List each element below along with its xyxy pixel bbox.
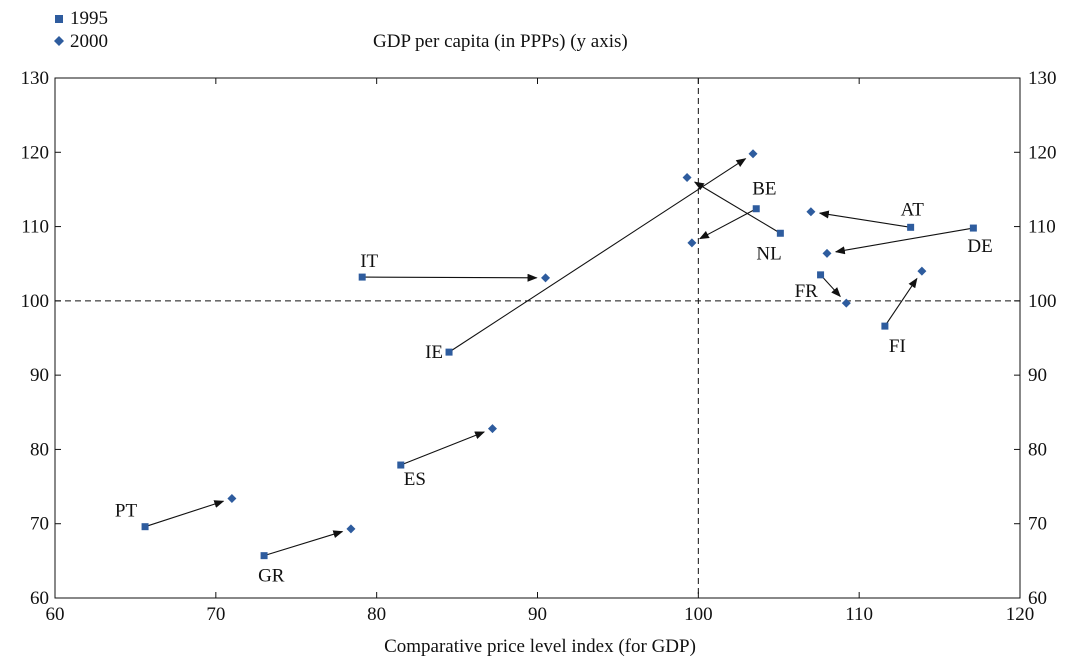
point-2000-fr <box>841 298 851 308</box>
y-tick-label-right: 100 <box>1028 291 1057 312</box>
arrow-fr <box>820 274 841 298</box>
arrow-gr <box>263 530 344 557</box>
country-label-es: ES <box>404 469 426 490</box>
point-1995-gr <box>260 552 268 560</box>
x-tick-label: 80 <box>367 604 386 625</box>
y-tick-label-right: 110 <box>1028 217 1056 238</box>
y-tick-label-left: 120 <box>21 142 50 163</box>
point-2000-it <box>541 273 551 283</box>
legend-marker-diamond <box>54 36 64 46</box>
y-tick-label-left: 60 <box>30 588 49 609</box>
point-1995-es <box>397 461 405 469</box>
x-tick-label: 110 <box>845 604 873 625</box>
x-axis-label: Comparative price level index (for GDP) <box>384 636 696 656</box>
point-1995-at <box>907 223 915 231</box>
plot-frame <box>54 77 1021 599</box>
arrow-ie <box>448 158 747 353</box>
point-2000-es <box>487 424 497 434</box>
y-tick-label-right: 120 <box>1028 142 1057 163</box>
country-label-it: IT <box>360 251 378 272</box>
country-label-fr: FR <box>795 281 819 302</box>
x-tick-label: 90 <box>528 604 547 625</box>
arrow-es <box>400 431 486 466</box>
point-1995-ie <box>445 348 453 356</box>
arrow-fi <box>884 277 918 327</box>
point-1995-it <box>358 273 366 281</box>
arrow-pt <box>144 500 225 528</box>
point-2000-pt <box>227 493 237 503</box>
arrow-at <box>818 210 911 228</box>
country-label-gr: GR <box>258 566 285 587</box>
point-2000-fi <box>917 266 927 276</box>
y-tick-label-right: 70 <box>1028 514 1047 535</box>
arrow-nl <box>693 181 781 234</box>
country-label-fi: FI <box>889 336 906 357</box>
x-tick-label: 60 <box>46 604 65 625</box>
legend-label-1995: 1995 <box>70 8 108 29</box>
y-tick-label-left: 90 <box>30 365 49 386</box>
y-tick-label-left: 110 <box>21 217 49 238</box>
point-1995-fr <box>817 271 825 279</box>
point-1995-nl <box>776 229 784 237</box>
country-label-nl: NL <box>756 243 781 264</box>
point-1995-fi <box>881 322 889 330</box>
country-label-be: BE <box>752 179 776 200</box>
y-tick-label-right: 130 <box>1028 68 1057 89</box>
chart-title: GDP per capita (in PPPs) (y axis) <box>373 31 628 52</box>
y-tick-label-left: 80 <box>30 439 49 460</box>
arrow-de <box>834 227 974 255</box>
y-tick-label-right: 60 <box>1028 588 1047 609</box>
y-tick-label-right: 90 <box>1028 365 1047 386</box>
x-tick-label: 120 <box>1006 604 1035 625</box>
x-tick-label: 70 <box>206 604 225 625</box>
country-label-pt: PT <box>115 501 138 522</box>
y-tick-label-right: 80 <box>1028 439 1047 460</box>
point-2000-gr <box>346 524 356 534</box>
x-tick-label: 100 <box>684 604 713 625</box>
y-tick-label-left: 70 <box>30 514 49 535</box>
country-label-de: DE <box>967 236 992 257</box>
point-1995-de <box>969 224 977 232</box>
legend-label-2000: 2000 <box>70 31 108 52</box>
arrow-it <box>362 273 538 282</box>
point-2000-nl <box>682 173 692 183</box>
legend-marker-square <box>55 15 63 23</box>
point-2000-de <box>822 248 832 258</box>
y-tick-label-left: 130 <box>21 68 50 89</box>
point-2000-at <box>806 207 816 217</box>
y-tick-label-left: 100 <box>21 291 50 312</box>
country-label-ie: IE <box>425 342 443 363</box>
point-1995-be <box>752 205 760 213</box>
point-2000-ie <box>748 149 758 159</box>
point-2000-be <box>687 238 697 248</box>
point-1995-pt <box>141 523 149 531</box>
legend: 1995 2000 <box>54 8 108 52</box>
country-label-at: AT <box>901 199 925 220</box>
